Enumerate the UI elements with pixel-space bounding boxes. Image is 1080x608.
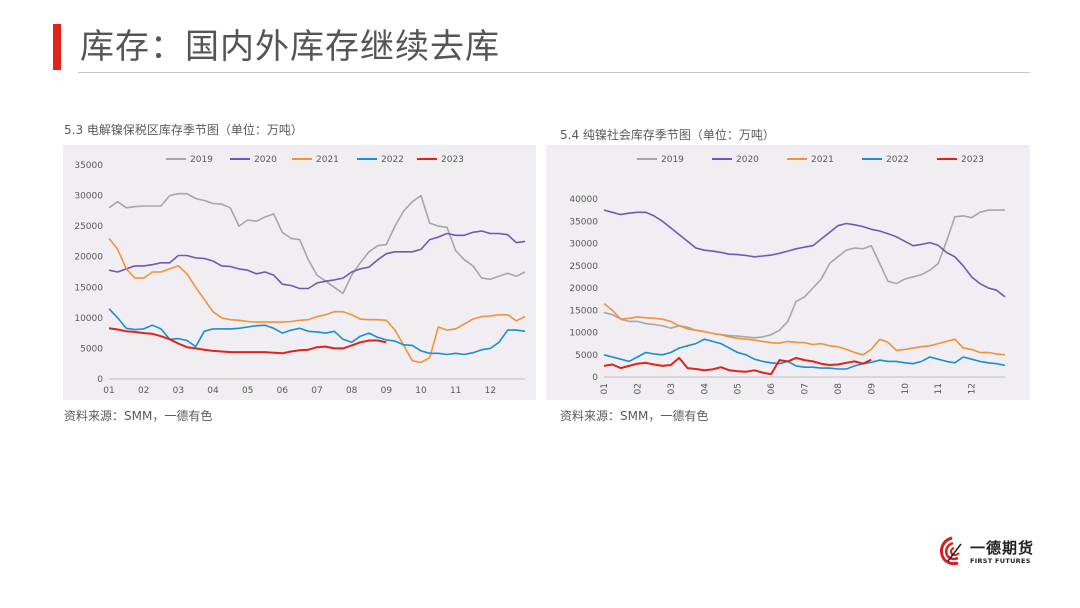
x-tick-label: 02 — [138, 386, 149, 396]
x-tick-label: 12 — [968, 383, 978, 394]
legend-label-2020: 2020 — [736, 155, 759, 165]
x-tick-label: 01 — [600, 383, 610, 394]
series-line-2020 — [603, 209, 1006, 298]
x-tick-label: 05 — [734, 383, 744, 394]
y-tick-label: 35000 — [569, 217, 598, 227]
series-line-2022 — [603, 338, 1006, 370]
x-tick-label: 10 — [901, 383, 911, 395]
x-tick-label: 10 — [415, 386, 427, 396]
x-tick-label: 12 — [485, 386, 496, 396]
company-logo: 一德期货 FIRST FUTURES — [936, 535, 1046, 571]
legend-label-2023: 2023 — [441, 155, 464, 165]
x-tick-label: 09 — [381, 386, 393, 396]
chart-caption-right: 5.4 纯镍社会库存季节图（单位：万吨） — [560, 128, 775, 142]
y-tick-label: 20000 — [74, 253, 103, 263]
y-tick-label: 0 — [592, 373, 598, 383]
y-tick-label: 30000 — [569, 240, 598, 250]
legend-label-2019: 2019 — [661, 155, 684, 165]
x-tick-label: 07 — [311, 386, 322, 396]
y-tick-label: 25000 — [74, 222, 103, 232]
series-line-2023 — [108, 327, 387, 355]
series-line-2020 — [108, 230, 526, 290]
y-tick-label: 30000 — [74, 192, 103, 202]
logo-text-en: FIRST FUTURES — [970, 557, 1031, 565]
x-tick-label: 01 — [103, 386, 114, 396]
page-title: 库存：国内外库存继续去库 — [80, 27, 500, 67]
legend-label-2020: 2020 — [254, 155, 277, 165]
legend-label-2022: 2022 — [886, 155, 909, 165]
logo-text-cn: 一德期货 — [970, 539, 1035, 557]
x-tick-label: 02 — [633, 383, 643, 394]
title-accent-bar — [53, 24, 61, 70]
title-divider — [78, 72, 1030, 73]
legend-label-2019: 2019 — [190, 155, 213, 165]
y-tick-label: 10000 — [569, 329, 598, 339]
x-tick-label: 11 — [450, 386, 461, 396]
y-tick-label: 10000 — [74, 314, 103, 324]
x-tick-label: 04 — [207, 386, 219, 396]
x-tick-label: 03 — [173, 386, 184, 396]
chart-panel-left: 0 5000 10000 15000 20000 25000 30000 35000 01 02 0… — [63, 145, 536, 400]
x-tick-label: 11 — [934, 383, 944, 394]
y-tick-label: 0 — [97, 375, 103, 385]
series-line-2023 — [603, 356, 872, 376]
legend-label-2021: 2021 — [316, 155, 339, 165]
source-note-right: 资料来源：SMM，一德有色 — [560, 409, 709, 423]
x-tick-label: 08 — [346, 386, 358, 396]
series-line-2019 — [108, 192, 526, 295]
series-line-2022 — [108, 308, 526, 356]
chart-panel-right: 0 5000 10000 15000 20000 25000 30000 35000 40000… — [546, 145, 1030, 400]
y-tick-label: 40000 — [569, 195, 598, 205]
y-tick-label: 5000 — [575, 351, 598, 361]
legend-label-2023: 2023 — [961, 155, 984, 165]
x-tick-label: 08 — [834, 383, 844, 395]
chart-right-svg: 0 5000 10000 15000 20000 25000 30000 35000 40000… — [569, 155, 1006, 395]
series-line-2021 — [108, 237, 526, 364]
series-line-2019 — [603, 209, 1005, 339]
legend-label-2021: 2021 — [811, 155, 834, 165]
x-tick-label: 05 — [242, 386, 253, 396]
y-tick-label: 25000 — [569, 262, 598, 272]
x-tick-label: 06 — [277, 386, 289, 396]
x-tick-label: 09 — [867, 383, 877, 395]
chart-caption-left: 5.3 电解镍保税区库存季节图（单位：万吨） — [64, 123, 303, 137]
x-tick-label: 04 — [700, 383, 710, 395]
y-tick-label: 5000 — [80, 344, 103, 354]
y-tick-label: 20000 — [569, 284, 598, 294]
logo-mark-icon — [940, 536, 962, 566]
x-tick-label: 03 — [667, 383, 677, 394]
x-tick-label: 06 — [767, 383, 777, 395]
y-tick-label: 35000 — [74, 161, 103, 171]
series-line-2021 — [603, 302, 1006, 356]
x-tick-label: 07 — [801, 383, 811, 394]
source-note-left: 资料来源：SMM，一德有色 — [64, 409, 213, 423]
y-tick-label: 15000 — [569, 306, 598, 316]
legend-label-2022: 2022 — [381, 155, 404, 165]
chart-left-svg: 0 5000 10000 15000 20000 25000 30000 35000 01 02 0… — [74, 155, 526, 396]
y-tick-label: 15000 — [74, 283, 103, 293]
